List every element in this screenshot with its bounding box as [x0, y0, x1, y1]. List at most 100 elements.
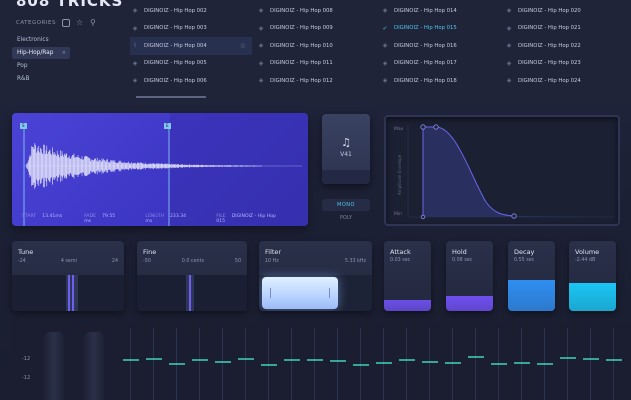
fader-cap[interactable]	[169, 363, 185, 365]
category-item-pop[interactable]: Pop	[12, 60, 70, 72]
fader-cap[interactable]	[491, 363, 507, 365]
mixer-fader[interactable]	[281, 322, 303, 400]
mixer-fader[interactable]	[258, 322, 280, 400]
preset-item[interactable]: ⌇ DIGINOIZ - Hip Hop 004 ☆	[130, 37, 252, 55]
decay-control[interactable]: Decay 0.55 sec	[508, 241, 555, 311]
mono-button[interactable]: MONO	[322, 199, 370, 211]
tune-slider-track[interactable]	[12, 275, 124, 311]
preset-item[interactable]: ◈ DIGINOIZ - Hip Hop 011	[256, 55, 378, 73]
preset-item[interactable]: ◈ DIGINOIZ - Hip Hop 016	[380, 37, 502, 55]
end-marker[interactable]: E	[164, 123, 171, 129]
preset-item[interactable]: ◈ DIGINOIZ - Hip Hop 020	[504, 2, 626, 20]
preset-item[interactable]: ◈ DIGINOIZ - Hip Hop 006	[130, 72, 252, 90]
preset-item[interactable]: ◈ DIGINOIZ - Hip Hop 008	[256, 2, 378, 20]
tune-control[interactable]: Tune -24 4 semi 24	[12, 241, 124, 311]
star-icon[interactable]: ☆	[239, 41, 246, 50]
env-point-start[interactable]	[420, 214, 426, 220]
fader-cap[interactable]	[445, 362, 461, 364]
mixer-fader[interactable]	[212, 322, 234, 400]
preset-item[interactable]: ◈ DIGINOIZ - Hip Hop 003	[130, 20, 252, 38]
fine-slider-track[interactable]	[137, 275, 247, 311]
fader-cap[interactable]	[422, 361, 438, 363]
star-icon[interactable]: ☆	[76, 18, 84, 27]
mixer-fader[interactable]	[396, 322, 418, 400]
attack-control[interactable]: Attack 0.03 sec	[384, 241, 431, 311]
mixer-fader[interactable]	[304, 322, 326, 400]
mixer-fader[interactable]	[143, 322, 165, 400]
instrument-card[interactable]: ♫ V41	[322, 114, 370, 184]
mixer-fader[interactable]	[350, 322, 372, 400]
mixer-fader[interactable]	[488, 322, 510, 400]
preset-item[interactable]: ◈ DIGINOIZ - Hip Hop 010	[256, 37, 378, 55]
preset-item[interactable]: ◈ DIGINOIZ - Hip Hop 022	[504, 37, 626, 55]
filter-slider-handle[interactable]	[262, 277, 338, 309]
env-point-decay[interactable]	[511, 213, 517, 219]
tune-slider-handle[interactable]	[66, 275, 78, 311]
mixer-fader[interactable]	[166, 322, 188, 400]
waveform-display[interactable]: S E START 13.41ms FADE 79.55 ms LENGTH 233.…	[12, 113, 308, 226]
preset-item[interactable]: ◈ DIGINOIZ - Hip Hop 005	[130, 55, 252, 73]
mixer-fader[interactable]	[580, 322, 602, 400]
mixer-fader[interactable]	[557, 322, 579, 400]
filter-slider-track[interactable]	[259, 275, 372, 311]
mixer-knob[interactable]	[44, 332, 64, 400]
fader-cap[interactable]	[192, 359, 208, 361]
fine-slider-handle[interactable]	[186, 275, 194, 311]
user-icon[interactable]: ⚲	[90, 18, 96, 27]
fader-cap[interactable]	[560, 357, 576, 359]
scroll-indicator[interactable]	[136, 96, 206, 98]
fader-cap[interactable]	[376, 362, 392, 364]
hold-level-fill[interactable]	[446, 295, 493, 311]
fader-cap[interactable]	[261, 364, 277, 366]
envelope-graph[interactable]: Max Min Amplitude Envelope	[384, 115, 620, 226]
env-point-hold[interactable]	[433, 124, 439, 130]
category-item-electronics[interactable]: Electronics	[12, 34, 70, 46]
preset-item[interactable]: ◈ DIGINOIZ - Hip Hop 024	[504, 72, 626, 90]
preset-item[interactable]: ◈ DIGINOIZ - Hip Hop 002	[130, 2, 252, 20]
mixer-knob[interactable]	[84, 332, 104, 400]
filter-control[interactable]: Filter 10 Hz 5.33 kHz	[259, 241, 372, 311]
fader-cap[interactable]	[537, 363, 553, 365]
mixer-fader[interactable]	[511, 322, 533, 400]
fader-cap[interactable]	[583, 358, 599, 360]
fader-cap[interactable]	[353, 364, 369, 366]
decay-level-fill[interactable]	[508, 279, 555, 311]
fader-cap[interactable]	[399, 359, 415, 361]
fader-cap[interactable]	[606, 359, 622, 361]
fader-cap[interactable]	[330, 360, 346, 362]
preset-item[interactable]: ◈ DIGINOIZ - Hip Hop 021	[504, 20, 626, 38]
env-point-attack[interactable]	[420, 124, 426, 130]
volume-level-fill[interactable]	[569, 283, 616, 311]
mixer-fader[interactable]	[373, 322, 395, 400]
mixer-fader[interactable]	[235, 322, 257, 400]
mixer-fader[interactable]	[465, 322, 487, 400]
close-icon[interactable]: ×	[61, 50, 66, 56]
checkbox-icon[interactable]	[62, 19, 71, 27]
poly-button[interactable]: POLY	[339, 215, 353, 221]
preset-item[interactable]: ◈ DIGINOIZ - Hip Hop 014	[380, 2, 502, 20]
preset-item[interactable]: ◈ DIGINOIZ - Hip Hop 017	[380, 55, 502, 73]
preset-item[interactable]: ◈ DIGINOIZ - Hip Hop 009	[256, 20, 378, 38]
fader-cap[interactable]	[215, 361, 231, 363]
fader-cap[interactable]	[307, 359, 323, 361]
preset-item[interactable]: ◈ DIGINOIZ - Hip Hop 012	[256, 72, 378, 90]
hold-control[interactable]: Hold 0.08 sec	[446, 241, 493, 311]
fader-cap[interactable]	[514, 362, 530, 364]
mixer-fader[interactable]	[419, 322, 441, 400]
mixer-fader[interactable]	[534, 322, 556, 400]
fader-cap[interactable]	[284, 359, 300, 361]
mixer-fader[interactable]	[120, 322, 142, 400]
attack-level-fill[interactable]	[384, 299, 431, 311]
mixer-fader[interactable]	[442, 322, 464, 400]
fader-cap[interactable]	[238, 358, 254, 360]
fine-control[interactable]: Fine -50 0.0 cents 50	[137, 241, 247, 311]
mixer-fader[interactable]	[327, 322, 349, 400]
fader-cap[interactable]	[146, 358, 162, 360]
fader-cap[interactable]	[123, 359, 139, 361]
volume-control[interactable]: Volume -2.44 dB	[569, 241, 616, 311]
preset-item[interactable]: ◈ DIGINOIZ - Hip Hop 023	[504, 55, 626, 73]
mixer-fader[interactable]	[603, 322, 625, 400]
category-item-hiphop[interactable]: Hip-Hop/Rap ×	[12, 47, 70, 59]
preset-item[interactable]: ✓ DIGINOIZ - Hip Hop 015	[380, 20, 502, 38]
fader-cap[interactable]	[468, 356, 484, 358]
